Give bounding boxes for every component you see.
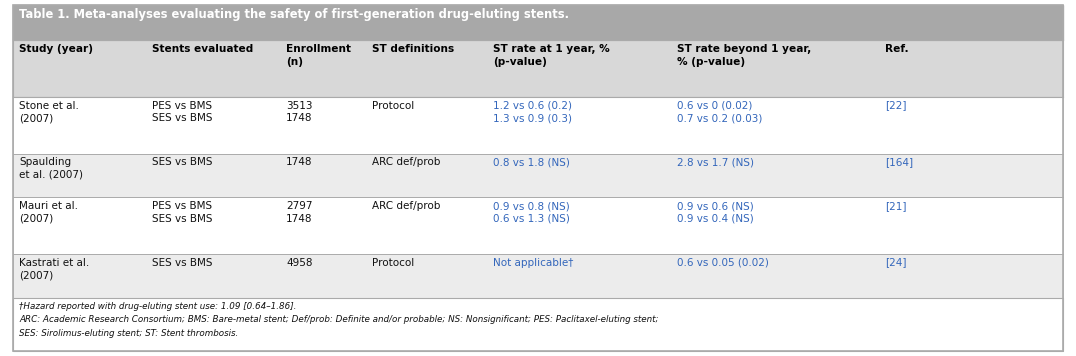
Text: 3513
1748: 3513 1748 — [286, 101, 313, 124]
Bar — [13, 5, 1063, 41]
Text: ST rate at 1 year, %
(p-value): ST rate at 1 year, % (p-value) — [493, 44, 610, 67]
Text: [164]: [164] — [884, 157, 912, 167]
Bar — [13, 153, 1063, 198]
Text: SES vs BMS: SES vs BMS — [152, 258, 212, 268]
Text: [24]: [24] — [884, 258, 906, 268]
Text: Protocol: Protocol — [372, 101, 414, 111]
Text: Spaulding
et al. (2007): Spaulding et al. (2007) — [19, 157, 83, 180]
Text: SES: Sirolimus-eluting stent; ST: Stent thrombosis.: SES: Sirolimus-eluting stent; ST: Stent … — [19, 329, 239, 338]
Text: Mauri et al.
(2007): Mauri et al. (2007) — [19, 201, 79, 224]
Text: [21]: [21] — [884, 201, 906, 211]
Text: 2797
1748: 2797 1748 — [286, 201, 313, 224]
Text: ARC def/prob: ARC def/prob — [372, 201, 440, 211]
Text: Not applicable†: Not applicable† — [493, 258, 574, 268]
Text: 0.9 vs 0.6 (NS)
0.9 vs 0.4 (NS): 0.9 vs 0.6 (NS) 0.9 vs 0.4 (NS) — [677, 201, 753, 224]
Text: 0.9 vs 0.8 (NS)
0.6 vs 1.3 (NS): 0.9 vs 0.8 (NS) 0.6 vs 1.3 (NS) — [493, 201, 570, 224]
Bar — [13, 254, 1063, 298]
Bar — [13, 97, 1063, 153]
Text: ST rate beyond 1 year,
% (p-value): ST rate beyond 1 year, % (p-value) — [677, 44, 811, 67]
Text: Stone et al.
(2007): Stone et al. (2007) — [19, 101, 80, 124]
Text: Study (year): Study (year) — [19, 44, 94, 54]
Text: 1748: 1748 — [286, 157, 313, 167]
Text: 0.6 vs 0 (0.02)
0.7 vs 0.2 (0.03): 0.6 vs 0 (0.02) 0.7 vs 0.2 (0.03) — [677, 101, 762, 124]
Bar — [13, 298, 1063, 351]
Text: †Hazard reported with drug-eluting stent use: 1.09 [0.64–1.86].: †Hazard reported with drug-eluting stent… — [19, 302, 297, 310]
Text: Enrollment
(n): Enrollment (n) — [286, 44, 351, 67]
Text: 2.8 vs 1.7 (NS): 2.8 vs 1.7 (NS) — [677, 157, 754, 167]
Text: PES vs BMS
SES vs BMS: PES vs BMS SES vs BMS — [152, 101, 212, 124]
Text: ARC def/prob: ARC def/prob — [372, 157, 440, 167]
Bar — [13, 198, 1063, 254]
Text: ARC: Academic Research Consortium; BMS: Bare-metal stent; Def/prob: Definite and: ARC: Academic Research Consortium; BMS: … — [19, 315, 659, 324]
Text: Protocol: Protocol — [372, 258, 414, 268]
Text: Table 1. Meta-analyses evaluating the safety of first-generation drug-eluting st: Table 1. Meta-analyses evaluating the sa… — [19, 8, 569, 21]
Text: Stents evaluated: Stents evaluated — [152, 44, 253, 54]
Text: 0.8 vs 1.8 (NS): 0.8 vs 1.8 (NS) — [493, 157, 570, 167]
Text: Kastrati et al.
(2007): Kastrati et al. (2007) — [19, 258, 89, 281]
Text: [22]: [22] — [884, 101, 906, 111]
Bar — [13, 41, 1063, 97]
Text: Ref.: Ref. — [884, 44, 908, 54]
Text: 4958: 4958 — [286, 258, 313, 268]
Text: ST definitions: ST definitions — [372, 44, 454, 54]
Text: 0.6 vs 0.05 (0.02): 0.6 vs 0.05 (0.02) — [677, 258, 768, 268]
Text: 1.2 vs 0.6 (0.2)
1.3 vs 0.9 (0.3): 1.2 vs 0.6 (0.2) 1.3 vs 0.9 (0.3) — [493, 101, 572, 124]
Text: PES vs BMS
SES vs BMS: PES vs BMS SES vs BMS — [152, 201, 212, 224]
Text: SES vs BMS: SES vs BMS — [152, 157, 212, 167]
